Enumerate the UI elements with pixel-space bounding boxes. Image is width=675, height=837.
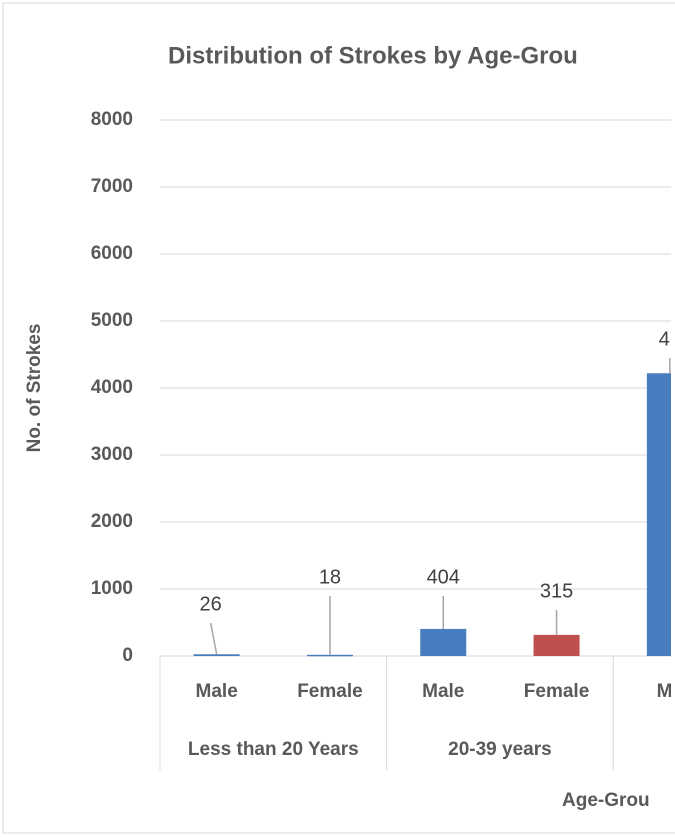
leader-line [209, 622, 218, 655]
y-tick-label: 0 [122, 645, 133, 666]
data-label: 18 [319, 566, 341, 588]
y-tick-label: 1000 [91, 578, 133, 599]
data-label: 315 [540, 580, 573, 602]
y-tick-label: 8000 [91, 109, 133, 130]
data-label: 42 [659, 328, 675, 350]
group-label: Less than 20 Years [188, 739, 359, 760]
y-tick-label: 3000 [91, 444, 133, 465]
x-tick-label: Ma [657, 681, 675, 702]
y-tick-label: 5000 [91, 310, 133, 331]
data-label: 404 [427, 566, 460, 588]
bar [193, 654, 240, 656]
y-tick-label: 6000 [91, 243, 133, 264]
chart-title: Distribution of Strokes by Age-Grou [168, 42, 578, 69]
bar [306, 654, 353, 657]
x-tick-label: Male [196, 681, 238, 702]
bar [420, 628, 467, 656]
data-label: 26 [200, 593, 222, 615]
y-tick-label: 2000 [91, 511, 133, 532]
bar [533, 634, 580, 656]
x-tick-label: Female [297, 681, 362, 702]
x-tick-label: Female [524, 681, 589, 702]
group-label: 20-39 years [448, 739, 552, 760]
bar [646, 373, 671, 656]
y-tick-label: 4000 [91, 377, 133, 398]
y-axis-title: No. of Strokes [24, 324, 45, 453]
x-tick-label: Male [422, 681, 464, 702]
x-axis-title: Age-Grou [562, 790, 650, 811]
y-tick-label: 7000 [91, 176, 133, 197]
